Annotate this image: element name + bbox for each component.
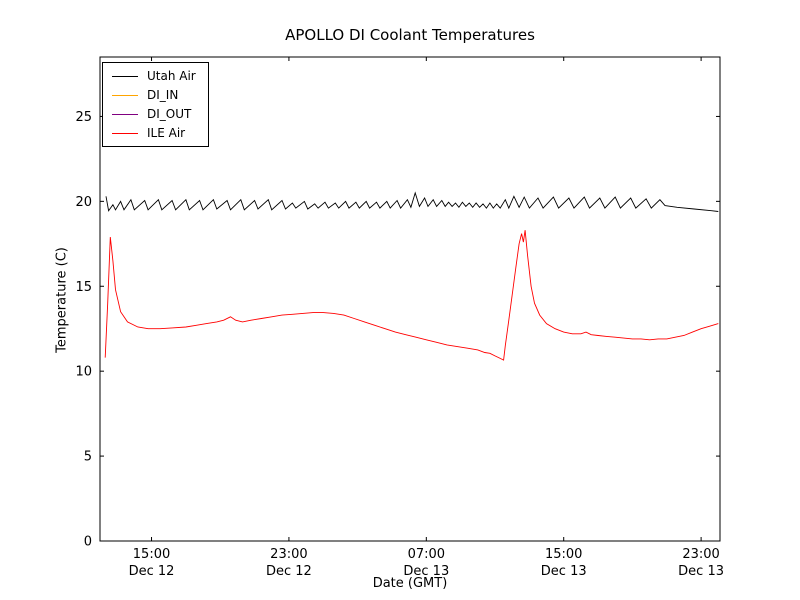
y-tick-label: 5 [84, 450, 92, 465]
legend-label-di-out: DI_OUT [147, 107, 192, 121]
x-tick-label: Dec 12 [266, 564, 312, 579]
axes-frame [99, 56, 721, 542]
x-tick-label: Dec 13 [403, 564, 449, 579]
x-tick-label: 23:00 [270, 547, 307, 562]
legend-label-utah-air: Utah Air [147, 69, 196, 83]
chart-title: APOLLO DI Coolant Temperatures [285, 26, 535, 44]
series-utah-air [105, 191, 719, 212]
legend-label-ile-air: ILE Air [147, 126, 186, 140]
series-ile-air [104, 230, 719, 361]
legend-label-di-in: DI_IN [147, 88, 179, 102]
legend: Utah Air DI_IN DI_OUT ILE Air [102, 62, 209, 147]
x-tick-label: Dec 13 [541, 564, 587, 579]
x-tick-label: 07:00 [408, 547, 445, 562]
x-tick-label: 23:00 [682, 547, 719, 562]
y-tick-label: 15 [75, 280, 92, 295]
legend-line-di-in [112, 94, 138, 96]
x-tick-label: Dec 12 [129, 564, 175, 579]
x-axis-label: Date (GMT) [372, 576, 448, 591]
y-tick-label: 20 [75, 195, 92, 210]
legend-item-di-in: DI_IN [112, 88, 196, 102]
legend-line-utah-air [112, 75, 138, 77]
y-tick-label: 25 [75, 110, 92, 125]
x-tick-label: Dec 13 [678, 564, 724, 579]
y-tick-label: 10 [75, 365, 92, 380]
legend-item-utah-air: Utah Air [112, 69, 196, 83]
y-tick-label: 0 [84, 535, 92, 550]
y-axis-label: Temperature (C) [54, 247, 70, 353]
legend-item-di-out: DI_OUT [112, 107, 196, 121]
legend-line-ile-air [112, 132, 138, 134]
x-tick-label: 15:00 [545, 547, 582, 562]
legend-item-ile-air: ILE Air [112, 126, 196, 140]
legend-line-di-out [112, 113, 138, 115]
x-tick-label: 15:00 [133, 547, 170, 562]
